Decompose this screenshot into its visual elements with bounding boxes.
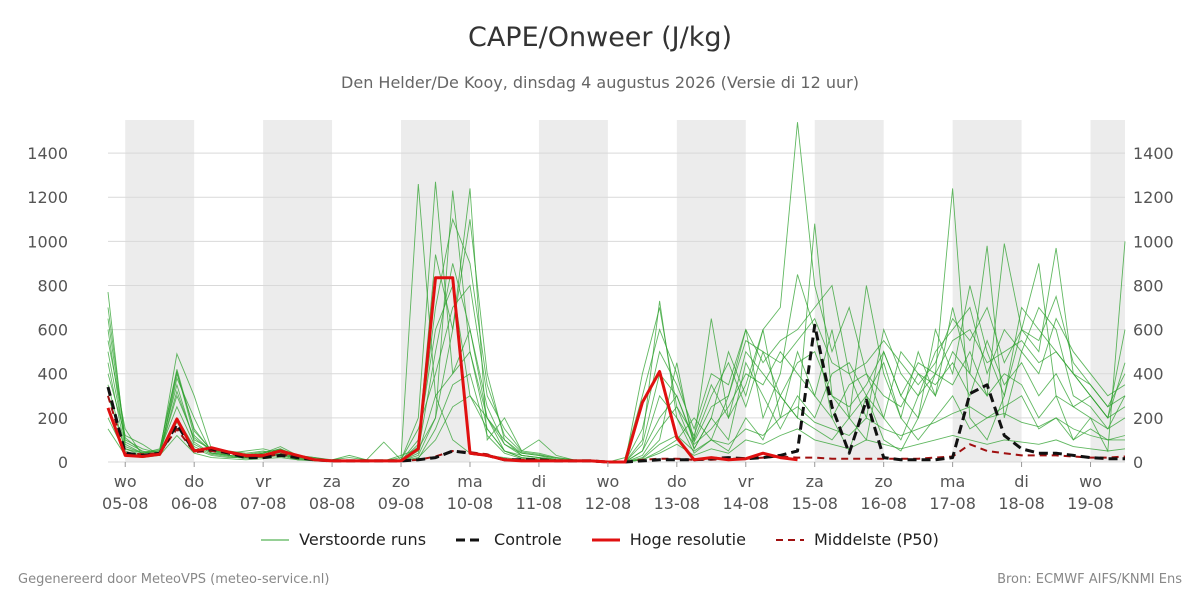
legend-label-hires: Hoge resolutie bbox=[629, 530, 746, 549]
x-tick-date: 15-08 bbox=[791, 494, 838, 513]
x-tick-date: 16-08 bbox=[860, 494, 907, 513]
y-tick-label-left: 1400 bbox=[27, 144, 68, 163]
x-tick-day: do bbox=[667, 472, 687, 491]
day-band bbox=[814, 120, 884, 462]
main-lines bbox=[106, 276, 1126, 464]
y-tick-label-right: 600 bbox=[1133, 321, 1164, 340]
legend-swatch-ensemble bbox=[261, 539, 290, 540]
y-tick-label-right: 400 bbox=[1133, 365, 1164, 384]
x-tick-day: vr bbox=[255, 472, 271, 491]
y-tick-label-left: 1200 bbox=[27, 188, 68, 207]
x-tick-day: wo bbox=[596, 472, 619, 491]
legend-swatch-control bbox=[456, 538, 485, 541]
legend-item-control: Controle bbox=[456, 530, 562, 549]
y-tick-label-right: 1000 bbox=[1133, 232, 1174, 251]
x-tick-day: di bbox=[532, 472, 547, 491]
hires-line bbox=[106, 276, 798, 464]
x-tick-date: 14-08 bbox=[723, 494, 770, 513]
day-shading bbox=[125, 120, 1125, 462]
y-tick-label-left: 400 bbox=[37, 365, 68, 384]
y-tick-label-left: 600 bbox=[37, 321, 68, 340]
x-tick-day: di bbox=[1014, 472, 1029, 491]
x-tick-day: za bbox=[323, 472, 341, 491]
legend-item-median: Middelste (P50) bbox=[775, 530, 939, 549]
y-tick-label-right: 0 bbox=[1133, 453, 1143, 472]
x-tick-day: do bbox=[184, 472, 204, 491]
y-tick-label-right: 200 bbox=[1133, 409, 1164, 428]
x-tick-day: zo bbox=[875, 472, 893, 491]
x-tick-day: ma bbox=[940, 472, 965, 491]
x-tick-date: 17-08 bbox=[929, 494, 976, 513]
axis-labels: 0 0 200 200 400 400 600 600 800 800 1000 1000 1200 12… bbox=[27, 144, 1173, 513]
x-tick-date: 09-08 bbox=[378, 494, 425, 513]
legend-swatch-hires bbox=[591, 538, 620, 541]
x-tick-date: 06-08 bbox=[171, 494, 218, 513]
x-tick-date: 07-08 bbox=[240, 494, 287, 513]
legend-label-control: Controle bbox=[494, 530, 562, 549]
legend-label-median: Middelste (P50) bbox=[813, 530, 939, 549]
x-tick-day: ma bbox=[457, 472, 482, 491]
x-tick-date: 18-08 bbox=[998, 494, 1045, 513]
x-tick-day: wo bbox=[1079, 472, 1102, 491]
x-tick-day: wo bbox=[114, 472, 137, 491]
chart-title: CAPE/Onweer (J/kg) bbox=[467, 22, 732, 53]
footer-source: Bron: ECMWF AIFS/KNMI Ens bbox=[997, 572, 1182, 587]
x-tick-day: zo bbox=[392, 472, 410, 491]
legend-swatch-median bbox=[775, 538, 804, 541]
y-tick-label-right: 800 bbox=[1133, 276, 1164, 295]
legend: Verstoorde runs Controle Hoge resolutie … bbox=[0, 530, 1200, 549]
y-tick-label-left: 1000 bbox=[27, 232, 68, 251]
x-tick-day: za bbox=[806, 472, 824, 491]
y-tick-label-right: 1400 bbox=[1133, 144, 1174, 163]
legend-label-ensemble: Verstoorde runs bbox=[299, 530, 427, 549]
day-band bbox=[263, 120, 333, 462]
x-tick-date: 19-08 bbox=[1067, 494, 1114, 513]
day-band bbox=[1090, 120, 1125, 462]
legend-item-hires: Hoge resolutie bbox=[591, 530, 746, 549]
gridlines bbox=[108, 152, 1125, 463]
y-tick-label-left: 0 bbox=[58, 453, 68, 472]
x-tick-date: 05-08 bbox=[102, 494, 149, 513]
y-tick-label-right: 1200 bbox=[1133, 188, 1174, 207]
x-tick-date: 11-08 bbox=[516, 494, 563, 513]
day-band bbox=[538, 120, 608, 462]
x-tick-date: 10-08 bbox=[447, 494, 494, 513]
x-tick-date: 12-08 bbox=[585, 494, 632, 513]
x-tick-date: 08-08 bbox=[309, 494, 356, 513]
day-band bbox=[676, 120, 746, 462]
y-tick-label-left: 800 bbox=[37, 276, 68, 295]
chart-subtitle: Den Helder/De Kooy, dinsdag 4 augustus 2… bbox=[341, 73, 859, 92]
y-tick-label-left: 200 bbox=[37, 409, 68, 428]
legend-item-ensemble: Verstoorde runs bbox=[261, 530, 426, 549]
x-tick-date: 13-08 bbox=[654, 494, 701, 513]
day-band bbox=[952, 120, 1022, 462]
footer-credit: Gegenereerd door MeteoVPS (meteo-service… bbox=[18, 572, 330, 587]
x-tick-day: vr bbox=[738, 472, 754, 491]
